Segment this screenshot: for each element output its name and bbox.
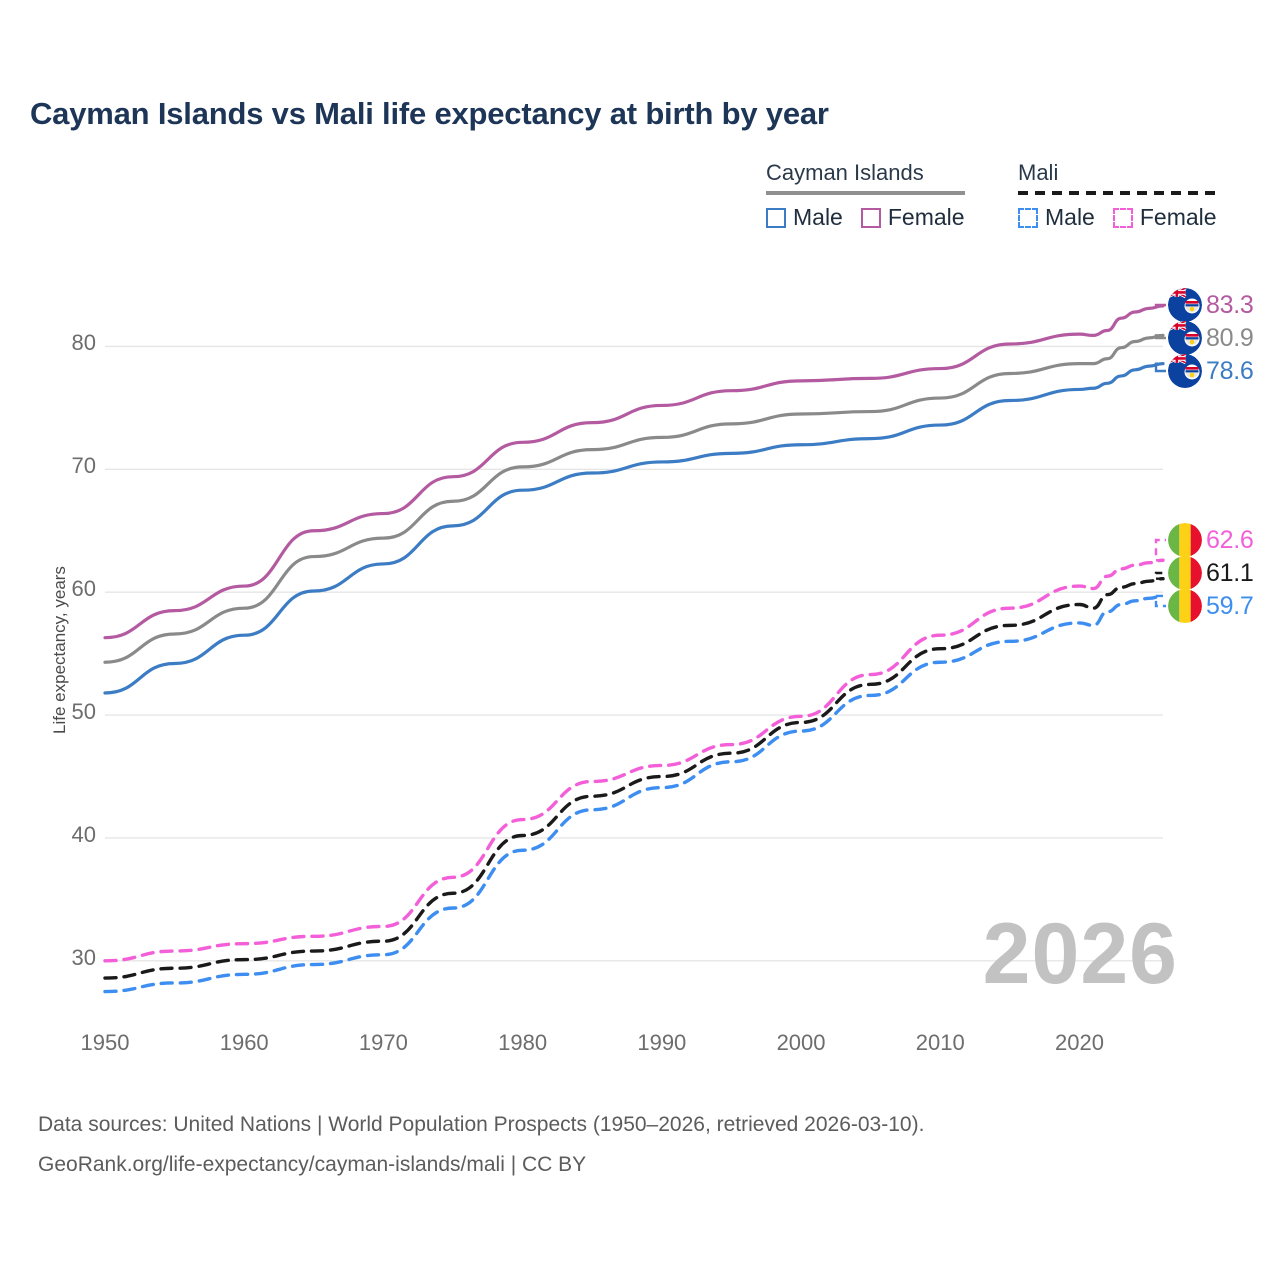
cayman-islands-flag-icon xyxy=(1168,288,1202,322)
y-axis-tick-label: 60 xyxy=(71,576,96,602)
series-line xyxy=(103,362,1165,695)
end-label-connector xyxy=(1154,594,1166,608)
end-label-value: 78.6 xyxy=(1206,356,1254,385)
x-axis-tick-label: 2010 xyxy=(915,1030,965,1055)
series-line xyxy=(103,576,1165,980)
series-end-label: 80.9 xyxy=(1168,321,1254,355)
chart-legend: Cayman Islands Male Female Mali Male xyxy=(760,160,1260,242)
series-end-label: 59.7 xyxy=(1168,589,1254,623)
square-outline-icon xyxy=(766,207,786,228)
cayman-islands-flag-icon xyxy=(1168,354,1202,388)
legend-rule-solid xyxy=(766,191,965,195)
end-label-connector xyxy=(1154,571,1166,580)
mali-flag-icon xyxy=(1168,523,1202,557)
x-axis-tick-label: 1960 xyxy=(219,1030,269,1055)
legend-item-mali-male[interactable]: Male xyxy=(1018,204,1095,231)
series-line xyxy=(103,333,1165,664)
legend-group-mali: Mali Male Female xyxy=(1018,160,1217,231)
series-end-label: 62.6 xyxy=(1168,523,1254,557)
series-end-label: 61.1 xyxy=(1168,556,1254,590)
end-label-connector xyxy=(1154,362,1166,373)
legend-item-mali-female[interactable]: Female xyxy=(1112,204,1217,231)
y-axis-tick-label: 40 xyxy=(71,821,96,847)
legend-group-cayman-islands: Cayman Islands Male Female xyxy=(766,160,965,231)
x-axis-tick-label: 1980 xyxy=(498,1030,548,1055)
end-label-value: 80.9 xyxy=(1206,323,1254,352)
square-dashed-outline-icon xyxy=(1112,207,1133,228)
legend-item-label: Female xyxy=(887,204,965,230)
mali-flag-icon xyxy=(1168,589,1202,623)
y-axis-tick-label: 80 xyxy=(71,330,96,356)
end-label-connector xyxy=(1154,538,1166,562)
legend-country-label: Cayman Islands xyxy=(766,160,924,185)
legend-item-label: Female xyxy=(1139,204,1217,230)
x-axis-tick-label: 1950 xyxy=(80,1030,130,1055)
square-dashed-outline-icon xyxy=(1018,207,1038,228)
mali-flag-icon xyxy=(1168,556,1202,590)
end-label-value: 83.3 xyxy=(1206,290,1254,319)
year-watermark: 2026 xyxy=(982,906,1178,1002)
page-title: Cayman Islands vs Mali life expectancy a… xyxy=(30,96,829,131)
x-axis-tick-label: 1970 xyxy=(358,1030,408,1055)
gridlines xyxy=(105,345,1163,962)
x-axis-tick-label: 2000 xyxy=(776,1030,826,1055)
footer-line-1: Data sources: United Nations | World Pop… xyxy=(38,1113,925,1136)
legend-rule-dashed xyxy=(1018,191,1217,195)
series-line xyxy=(103,558,1165,963)
square-outline-icon xyxy=(860,207,881,228)
y-axis-tick-label: 70 xyxy=(71,453,96,479)
series-line xyxy=(103,304,1165,640)
series-line xyxy=(103,594,1165,994)
series-end-label: 78.6 xyxy=(1168,354,1254,388)
cayman-islands-flag-icon xyxy=(1168,321,1202,355)
label-connectors xyxy=(1154,303,1166,608)
y-axis-tick-label: 50 xyxy=(71,699,96,725)
end-label-connector xyxy=(1154,303,1166,308)
footer-line-2: GeoRank.org/life-expectancy/cayman-islan… xyxy=(38,1153,587,1176)
end-label-value: 61.1 xyxy=(1206,558,1254,587)
end-label-connector xyxy=(1154,334,1166,340)
legend-item-label: Male xyxy=(793,204,843,230)
y-axis-label: Life expectancy, years xyxy=(50,566,69,734)
legend-item-cayman-male[interactable]: Male xyxy=(766,204,843,231)
x-axis-tick-label: 2020 xyxy=(1054,1030,1104,1055)
legend-item-label: Male xyxy=(1045,204,1095,230)
end-label-value: 62.6 xyxy=(1206,525,1254,554)
legend-country-label: Mali xyxy=(1018,160,1059,185)
footer-attribution: Data sources: United Nations | World Pop… xyxy=(38,1105,924,1185)
series-end-label: 83.3 xyxy=(1168,288,1254,322)
y-axis-tick-label: 30 xyxy=(71,944,96,970)
series-lines xyxy=(103,304,1165,994)
x-axis-tick-label: 1990 xyxy=(637,1030,687,1055)
end-label-value: 59.7 xyxy=(1206,591,1254,620)
legend-item-cayman-female[interactable]: Female xyxy=(860,204,965,231)
